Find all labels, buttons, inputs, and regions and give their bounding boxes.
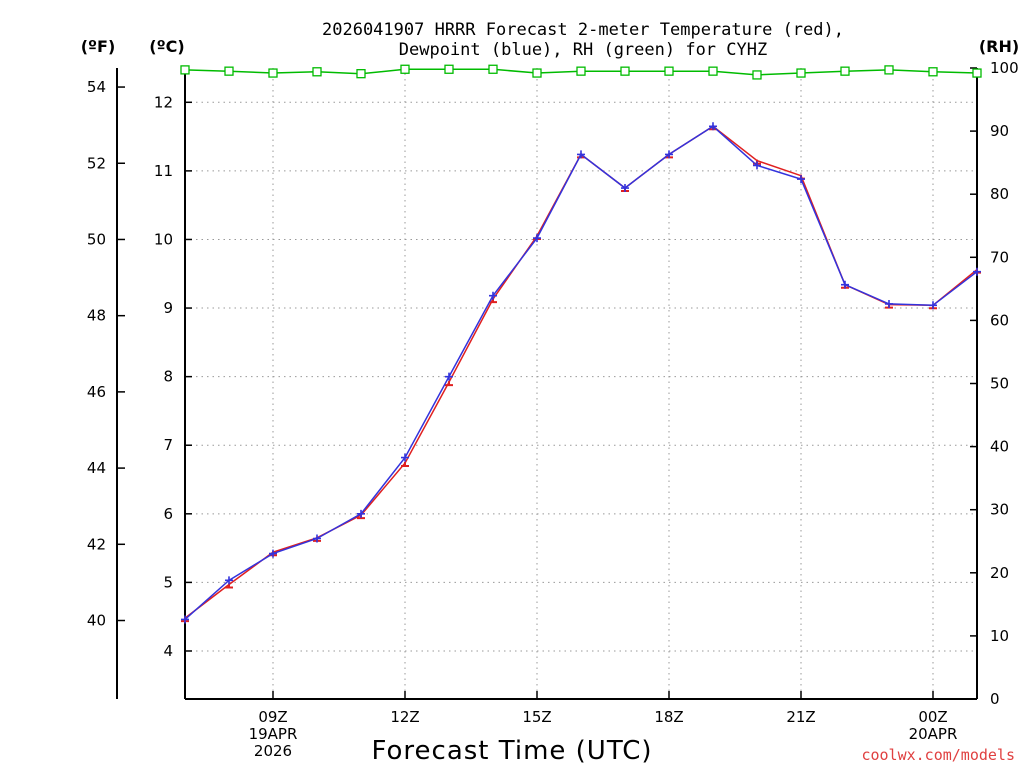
dewpoint-point — [621, 184, 629, 193]
rh-tick-label: 0 — [990, 690, 1000, 708]
fahrenheit-tick-label: 52 — [87, 154, 106, 172]
grid-lines — [185, 68, 977, 699]
x-tick-label: 18Z — [654, 708, 683, 726]
dewpoint-point — [401, 453, 409, 462]
rh-tick-label: 80 — [990, 185, 1009, 203]
chart-series — [180, 64, 982, 624]
y-tick-labels: 4 5 6 7 8 9 10 11 12 40 42 44 46 48 50 52 54 0 10 20 30 40 50 6… — [87, 59, 1019, 708]
fahrenheit-tick-label: 40 — [87, 612, 106, 630]
dewpoint-point — [269, 549, 277, 558]
rh-point — [576, 66, 586, 76]
rh-point — [708, 66, 718, 76]
x-tick-date-label: 2026 — [254, 742, 292, 760]
rh-point — [488, 64, 498, 74]
rh-tick-label: 70 — [990, 248, 1009, 266]
temperature-point — [445, 381, 453, 387]
x-tick-label: 00Z — [918, 708, 947, 726]
fahrenheit-tick-label: 54 — [87, 78, 106, 96]
temperature-line — [184, 125, 978, 619]
rh-tick-label: 30 — [990, 501, 1009, 519]
x-tick-date-label: 19APR — [249, 725, 298, 743]
fahrenheit-axis-unit: (ºF) — [81, 37, 116, 56]
dewpoint-point — [973, 267, 981, 276]
rh-point — [752, 70, 762, 80]
dewpoint-point — [445, 372, 453, 381]
dewpoint-point — [753, 161, 761, 170]
chart-title-line-2: Dewpoint (blue), RH (green) for CYHZ — [399, 40, 767, 60]
celsius-tick-label: 6 — [163, 505, 173, 523]
rh-tick-label: 60 — [990, 311, 1009, 329]
rh-point — [400, 64, 410, 74]
rh-tick-label: 90 — [990, 122, 1009, 140]
dewpoint-point — [797, 175, 805, 184]
fahrenheit-tick-label: 46 — [87, 383, 106, 401]
celsius-tick-label: 9 — [163, 299, 173, 317]
celsius-tick-label: 8 — [163, 368, 173, 386]
rh-tick-label: 20 — [990, 564, 1009, 582]
dewpoint-point — [841, 280, 849, 289]
dewpoint-point — [533, 234, 541, 243]
rh-point — [180, 65, 190, 75]
celsius-axis-unit: (ºC) — [149, 37, 184, 56]
rh-point — [444, 64, 454, 74]
rh-tick-label: 40 — [990, 438, 1009, 456]
rh-point — [664, 66, 674, 76]
rh-point — [928, 67, 938, 77]
dewpoint-point — [885, 299, 893, 308]
dewpoint-point — [929, 301, 937, 310]
celsius-tick-label: 7 — [163, 436, 173, 454]
rh-point — [796, 68, 806, 78]
fahrenheit-tick-label: 50 — [87, 230, 106, 248]
fahrenheit-tick-label: 48 — [87, 307, 106, 325]
x-tick-label: 12Z — [390, 708, 419, 726]
temperature-point — [401, 462, 409, 468]
x-tick-label: 15Z — [522, 708, 551, 726]
rh-point — [884, 65, 894, 75]
x-axis-label: Forecast Time (UTC) — [371, 736, 652, 766]
dewpoint-point — [357, 509, 365, 518]
rh-point — [224, 66, 234, 76]
rh-tick-label: 10 — [990, 627, 1009, 645]
dewpoint-point — [665, 150, 673, 159]
rh-point — [532, 68, 542, 78]
chart-axes — [116, 67, 978, 700]
rh-point — [840, 66, 850, 76]
credit-link[interactable]: coolwx.com/models — [861, 746, 1015, 764]
celsius-tick-label: 12 — [154, 93, 173, 111]
celsius-tick-label: 11 — [154, 162, 173, 180]
x-tick-label: 21Z — [786, 708, 815, 726]
fahrenheit-tick-label: 42 — [87, 535, 106, 553]
rh-tick-label: 100 — [990, 59, 1019, 77]
fahrenheit-tick-label: 44 — [87, 459, 106, 477]
dewpoint-point — [577, 150, 585, 159]
dewpoint-point — [709, 122, 717, 131]
rh-tick-label: 50 — [990, 375, 1009, 393]
celsius-tick-label: 10 — [154, 230, 173, 248]
dewpoint-point — [313, 534, 321, 543]
celsius-tick-label: 4 — [163, 642, 173, 660]
celsius-tick-label: 5 — [163, 573, 173, 591]
dewpoint-point — [489, 291, 497, 300]
x-tick-date-label: 20APR — [909, 725, 958, 743]
rh-point — [312, 67, 322, 77]
rh-point — [972, 68, 982, 78]
rh-point — [268, 68, 278, 78]
dewpoint-point — [181, 615, 189, 624]
chart-title-line-1: 2026041907 HRRR Forecast 2-meter Tempera… — [322, 20, 844, 40]
dewpoint-point — [225, 576, 233, 585]
rh-point — [356, 69, 366, 79]
dewpoint-line — [184, 125, 978, 620]
rh-axis-unit: (RH) — [979, 37, 1019, 56]
rh-point — [620, 66, 630, 76]
x-tick-label: 09Z — [258, 708, 287, 726]
